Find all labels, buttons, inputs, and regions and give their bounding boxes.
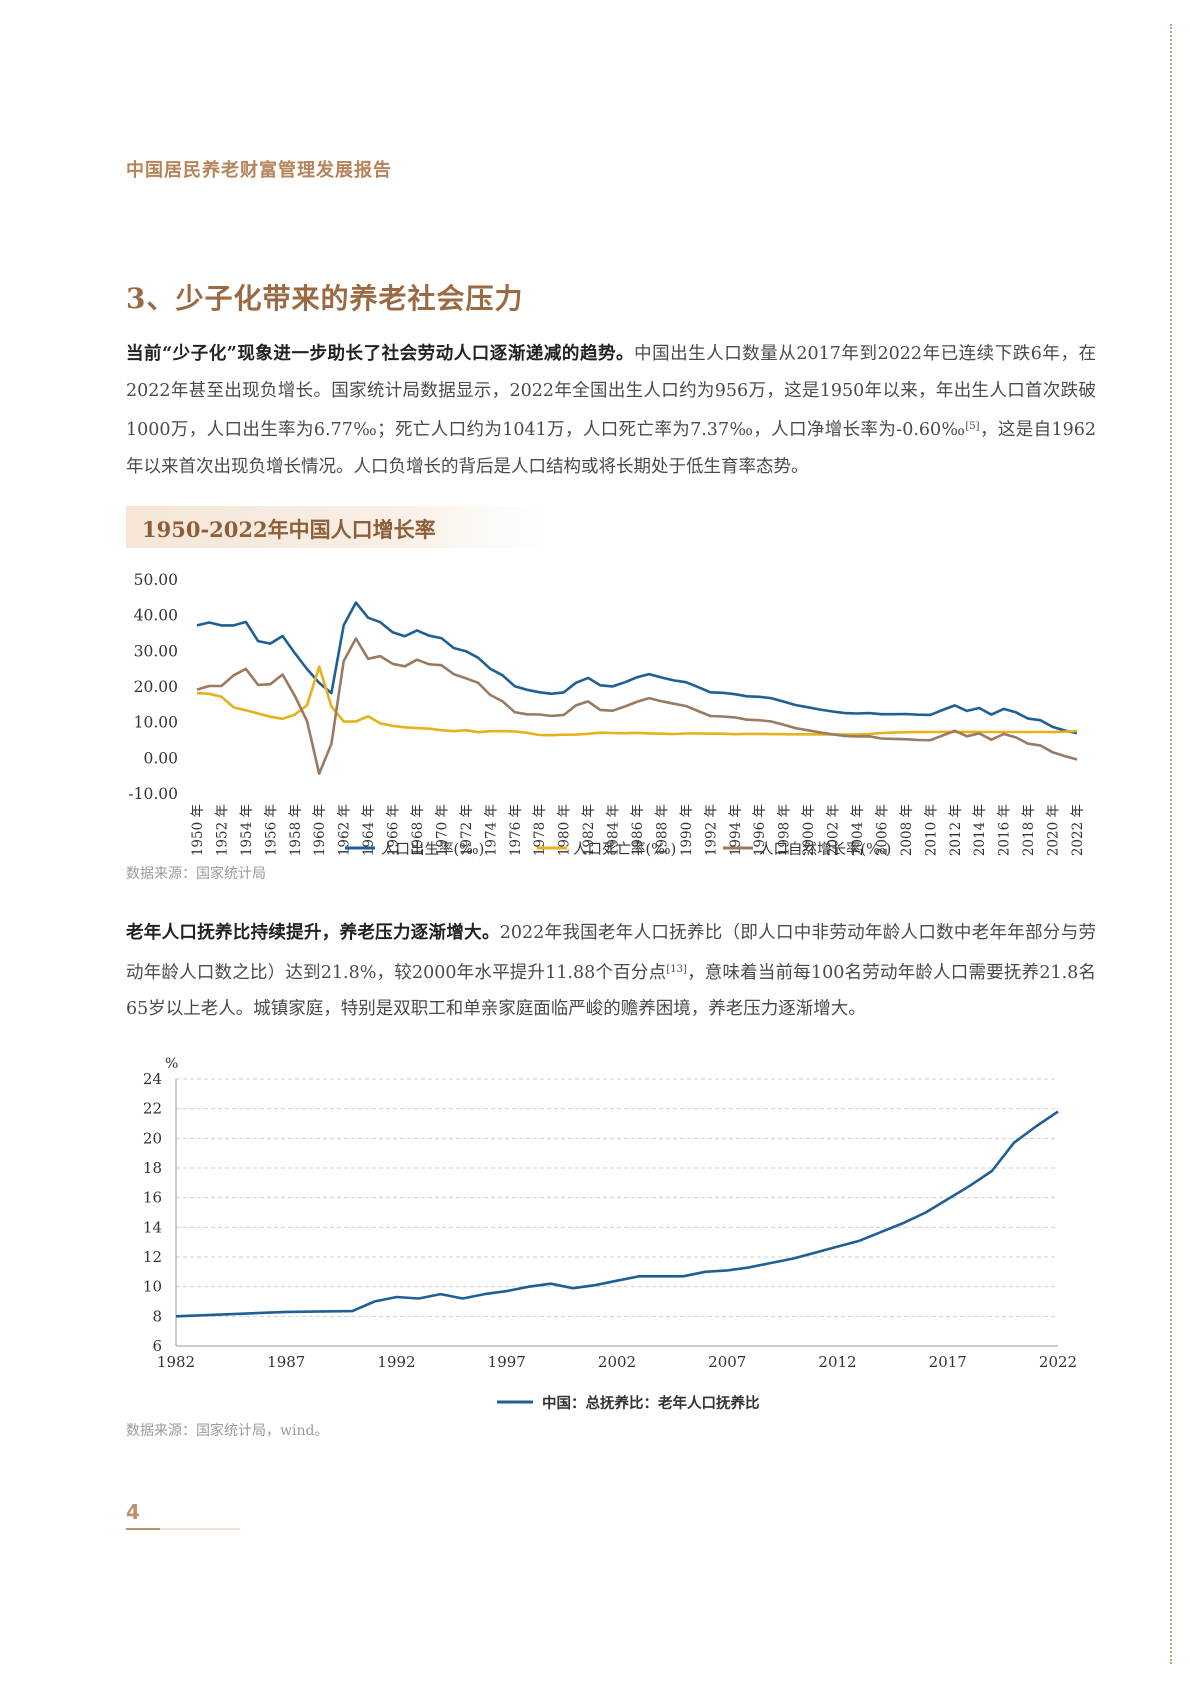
running-title: 中国居民养老财富管理发展报告 (126, 160, 392, 181)
x-tick-label: 1988 年 (654, 804, 670, 856)
y-tick-label: 18 (143, 1159, 162, 1177)
reference-13[interactable]: [13] (666, 963, 687, 975)
series-line-3 (196, 637, 1078, 775)
x-tick-label: 1997 (488, 1353, 526, 1371)
paragraph-1-lead: 当前“少子化”现象进一步助长了社会劳动人口逐渐递减的趋势。 (126, 344, 635, 364)
x-tick-label: 1998 年 (777, 804, 793, 856)
page-number: 4 (126, 1500, 140, 1524)
x-tick-label: 2016 年 (997, 804, 1013, 856)
chart-1-title-bar: 1950-2022年中国人口增长率 (126, 506, 546, 548)
x-tick-label: 1958 年 (288, 804, 304, 856)
x-tick-label: 2002 (598, 1353, 636, 1371)
population-growth-chart: 50.00 40.00 30.00 20.00 10.00 0.00 -10.00 1950 … (128, 571, 1086, 858)
x-tick-label: 1982 年 (581, 804, 597, 856)
x-tick-label: 2000 年 (801, 804, 817, 856)
x-tick-label: 1974 年 (483, 804, 499, 856)
legend-label-3: 人口自然增长率(‰) (759, 841, 891, 858)
x-tick-label: 2004 年 (850, 804, 866, 856)
x-tick-label: 2017 (929, 1353, 967, 1371)
x-tick-label: 1984 年 (606, 804, 622, 856)
y-tick-label: 6 (152, 1337, 162, 1355)
x-tick-label: 1978 年 (532, 804, 548, 856)
x-tick-label: 1982 (157, 1353, 195, 1371)
y-tick-label: 40.00 (134, 607, 178, 625)
x-tick-label: 1970 年 (434, 804, 450, 856)
x-tick-label: 2012 (818, 1353, 856, 1371)
x-tick-label: 1954 年 (239, 804, 255, 856)
x-tick-label: 2020 年 (1046, 804, 1062, 856)
paragraph-2: 老年人口抚养比持续提升，养老压力逐渐增大。2022年我国老年人口抚养比（即人口中… (126, 915, 1096, 1028)
reference-5[interactable]: [5] (965, 421, 980, 432)
x-tick-label: 1960 年 (312, 804, 328, 856)
x-tick-label: 2010 年 (923, 804, 939, 856)
chart-1-title: 1950-2022年中国人口增长率 (142, 517, 436, 542)
y-tick-label: 30.00 (134, 642, 178, 660)
series-line-dependency (175, 1110, 1059, 1318)
legend-label-2: 人口死亡率(‰) (573, 841, 676, 858)
paragraph-1-body-b: ，这是自1962年以来首次出现负增长情况。人口负增长的背后是人口结构或将长期处于… (126, 420, 1096, 477)
x-tick-label: 2022 (1039, 1353, 1077, 1371)
x-tick-label: 1956 年 (263, 804, 279, 856)
y-tick-label: 22 (143, 1100, 162, 1118)
legend-label-1: 人口出生率(‰) (381, 841, 484, 858)
paragraph-1: 当前“少子化”现象进一步助长了社会劳动人口逐渐递减的趋势。中国出生人口数量从20… (126, 336, 1096, 485)
y-tick-label: 20 (143, 1129, 162, 1147)
x-tick-label: 2014 年 (972, 804, 988, 856)
y-tick-label: 24 (143, 1070, 162, 1088)
paragraph-2-lead: 老年人口抚养比持续提升，养老压力逐渐增大。 (126, 923, 500, 943)
y-tick-label: 10.00 (134, 714, 178, 732)
x-tick-label: 2018 年 (1021, 804, 1037, 856)
chart-2-source: 数据来源：国家统计局，wind。 (126, 1423, 329, 1439)
x-tick-label: 1986 年 (630, 804, 646, 856)
x-tick-label: 1980 年 (557, 804, 573, 856)
y-tick-label: -10.00 (128, 785, 178, 803)
y-tick-label: 14 (143, 1218, 162, 1236)
x-tick-label: 2007 (708, 1353, 746, 1371)
x-tick-label: 2002 年 (826, 804, 842, 856)
x-tick-label: 1987 (267, 1353, 305, 1371)
series-line-2 (196, 665, 1078, 737)
section-title: 3、少子化带来的养老社会压力 (126, 282, 524, 315)
x-tick-label: 1964 年 (361, 804, 377, 856)
x-tick-label: 2022 年 (1070, 804, 1086, 856)
paragraph-2-body-b: ，意味着当前每100名劳动年龄人口需要抚养21.8名65岁以上老人。城镇家庭，特… (126, 962, 1096, 1020)
y-tick-label: 10 (143, 1278, 162, 1296)
y-tick-label: 12 (143, 1248, 162, 1266)
paragraph-2-body-a: 2022年我国老年人口抚养比（即人口中非劳动年龄人口数中老年年部分与劳动年龄人口… (126, 923, 1096, 983)
x-tick-label: 1994 年 (728, 804, 744, 856)
x-tick-label: 1966 年 (386, 804, 402, 856)
y-axis-unit: % (165, 1056, 178, 1072)
y-tick-label: 8 (152, 1307, 162, 1325)
x-tick-label: 1992 年 (703, 804, 719, 856)
paragraph-1-body-a: 中国出生人口数量从2017年到2022年已连续下跌6年，在2022年甚至出现负增… (126, 344, 1096, 440)
x-tick-label: 1968 年 (410, 804, 426, 856)
y-tick-label: 20.00 (134, 678, 178, 696)
page-number-rule (126, 1528, 240, 1530)
y-tick-label: 0.00 (143, 749, 178, 767)
x-tick-label: 1950 年 (190, 804, 206, 856)
y-tick-label: 50.00 (134, 571, 178, 589)
x-tick-label: 1972 年 (459, 804, 475, 856)
x-tick-label: 1996 年 (752, 804, 768, 856)
y-tick-label: 16 (143, 1189, 162, 1207)
x-tick-label: 1952 年 (214, 804, 230, 856)
x-tick-label: 2008 年 (899, 804, 915, 856)
series-line-1 (196, 601, 1078, 735)
x-tick-label: 2012 年 (948, 804, 964, 856)
legend-label: 中国：总抚养比：老年人口抚养比 (542, 1394, 760, 1412)
x-tick-label: 2006 年 (874, 804, 890, 856)
x-tick-label: 1992 (377, 1353, 415, 1371)
x-tick-label: 1962 年 (337, 804, 353, 856)
x-tick-label: 1990 年 (679, 804, 695, 856)
chart-1-source: 数据来源：国家统计局 (126, 866, 266, 882)
page-edge-line (1170, 24, 1172, 1664)
x-tick-label: 1976 年 (508, 804, 524, 856)
